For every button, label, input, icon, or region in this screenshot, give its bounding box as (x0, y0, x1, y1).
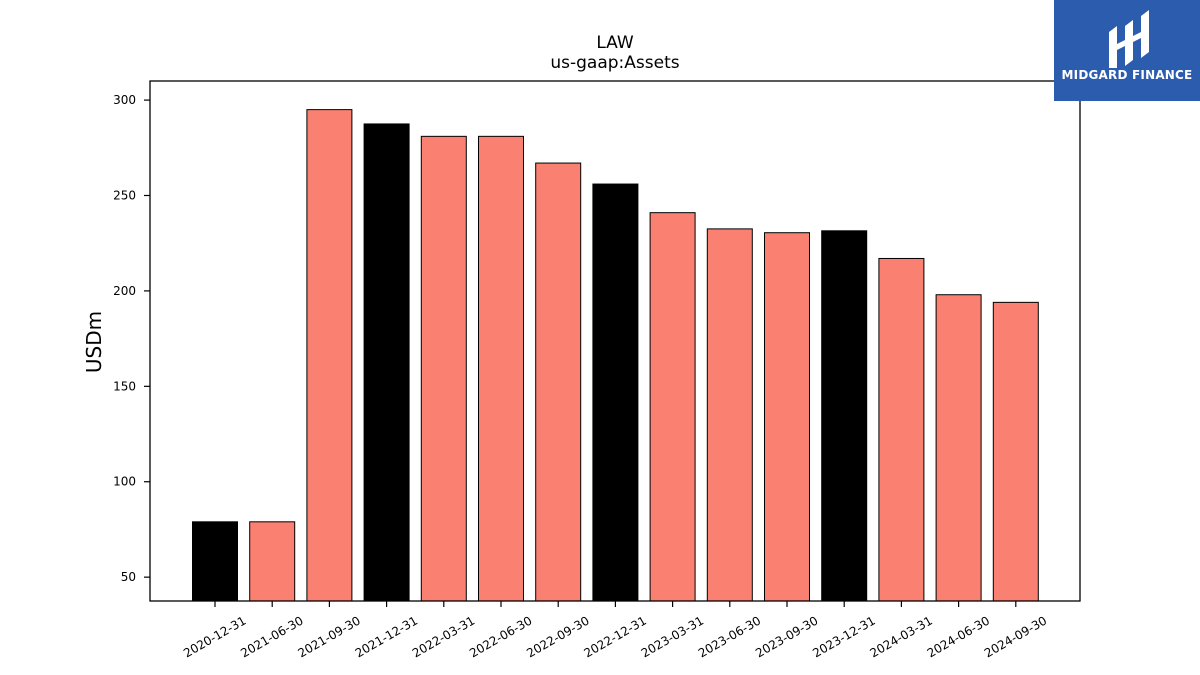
y-axis-ticks: 50 100 150 200 250 300 (113, 93, 150, 584)
brand-name: MIDGARD FINANCE (1061, 68, 1193, 82)
x-axis-ticks: 2020-12-312021-06-302021-09-302021-12-31… (181, 601, 1049, 660)
plot-frame (149, 80, 1081, 602)
y-tick-label: 300 (113, 93, 136, 107)
bar-2024-06-30 (935, 294, 982, 602)
bar-2021-09-30 (306, 109, 353, 602)
x-tick-label: 2023-06-30 (696, 613, 763, 660)
bar-2022-06-30 (478, 135, 524, 602)
y-tick-label: 150 (113, 379, 136, 393)
midgard-logo-icon (1109, 10, 1149, 68)
x-tick-label: 2024-09-30 (982, 613, 1049, 660)
bar-2022-12-31 (592, 183, 639, 602)
x-tick-label: 2021-06-30 (238, 613, 305, 660)
chart-subtitle: us-gaap:Assets (550, 53, 679, 73)
bar-2022-03-31 (420, 135, 467, 602)
brand-logo: MIDGARD FINANCE (1054, 0, 1200, 101)
bar-2022-09-30 (535, 162, 582, 602)
x-tick-label: 2020-12-31 (181, 613, 248, 660)
bar-2021-12-31 (363, 123, 410, 602)
x-tick-label: 2023-12-31 (810, 613, 877, 660)
x-tick-label: 2022-03-31 (410, 613, 477, 660)
x-tick-label: 2024-06-30 (925, 613, 992, 660)
x-tick-label: 2024-03-31 (867, 613, 934, 660)
x-tick-label: 2022-09-30 (524, 613, 591, 660)
bar-2024-03-31 (878, 257, 925, 602)
bar-2021-06-30 (249, 521, 296, 602)
y-tick-label: 250 (113, 188, 136, 202)
bar-2023-03-31 (649, 212, 696, 602)
bar-2023-12-31 (821, 230, 868, 602)
x-tick-label: 2023-03-31 (639, 613, 706, 660)
x-tick-label: 2021-09-30 (295, 613, 362, 660)
chart-title: LAW (596, 33, 634, 53)
x-tick-label: 2022-06-30 (467, 613, 534, 660)
bar-2023-06-30 (706, 228, 753, 602)
y-tick-label: 50 (121, 570, 136, 584)
y-tick-label: 100 (113, 475, 136, 489)
x-tick-label: 2021-12-31 (353, 613, 420, 660)
x-tick-label: 2022-12-31 (581, 613, 648, 660)
y-axis-label: USDm (82, 311, 106, 373)
bar-2024-09-30 (992, 301, 1039, 602)
bar-2020-12-31 (192, 521, 238, 602)
y-tick-label: 200 (113, 284, 136, 298)
x-tick-label: 2023-09-30 (753, 613, 820, 660)
bars-group (192, 109, 1039, 602)
bar-2023-09-30 (764, 232, 810, 602)
